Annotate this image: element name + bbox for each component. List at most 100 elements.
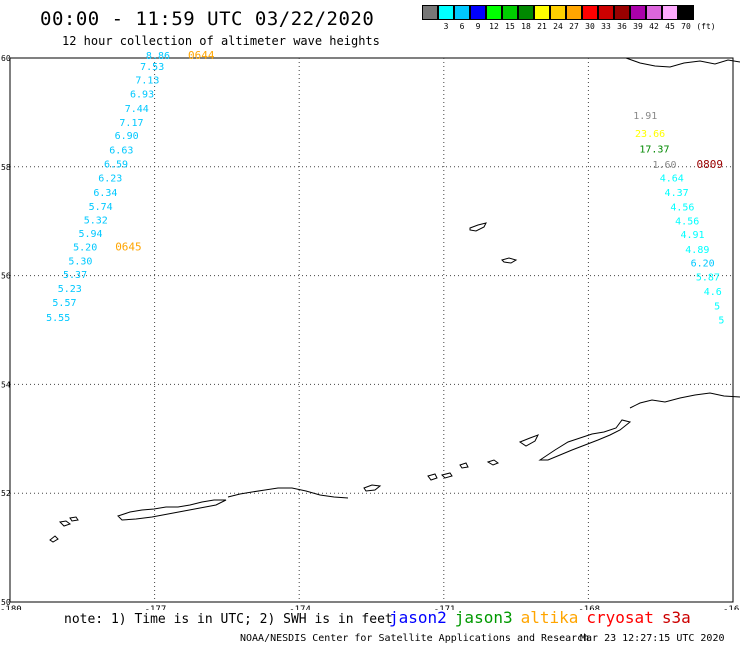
- swh-value: 5.32: [84, 215, 108, 226]
- swh-value: 4.89: [685, 245, 709, 256]
- unalaska-island: [538, 419, 632, 461]
- swh-value: 4.56: [675, 216, 699, 227]
- lon-tick-label: -171: [434, 605, 456, 610]
- lat-tick-label: 50: [1, 598, 11, 607]
- legend-label: 42: [649, 22, 659, 31]
- swh-value: 23.66: [635, 129, 665, 140]
- legend-label: 21: [537, 22, 547, 31]
- legend-label: 70: [681, 22, 691, 31]
- legend-swatch: [438, 5, 454, 20]
- coastline: [49, 57, 740, 543]
- legend-swatch: [614, 5, 630, 20]
- legend-swatch: [678, 5, 694, 20]
- islands-of-four-mountains: [459, 459, 500, 469]
- generation-timestamp: Mar 23 12:27:15 UTC 2020: [580, 633, 725, 644]
- legend-label: 45: [665, 22, 675, 31]
- legend-swatch: [502, 5, 518, 20]
- hall-island: [501, 257, 518, 264]
- legend-swatches: [422, 5, 718, 20]
- track-cryosat: 1.91 23.66 17.37 1.60 4.64 4.37 4.56 4.56 4.91 4.…: [633, 111, 724, 327]
- legend-swatch: [550, 5, 566, 20]
- lon-tick-label: -180: [0, 605, 22, 610]
- legend-swatch: [630, 5, 646, 20]
- swh-value: 5: [714, 301, 720, 312]
- legend-labels: 3 6 9 12 15 18 21 24 27 30 33 36 39 42 45 70 (ft): [422, 22, 718, 31]
- legend-swatch: [662, 5, 678, 20]
- legend-swatch: [422, 5, 438, 20]
- legend-label: 18: [521, 22, 531, 31]
- swh-value: 5.37: [63, 270, 87, 281]
- legend-label: 3: [443, 22, 449, 31]
- satellite-label-s3a: s3a: [661, 608, 691, 627]
- legend-label: 24: [553, 22, 563, 31]
- swh-value: 7.13: [135, 76, 159, 87]
- andreanof-islands: [363, 472, 453, 492]
- swh-value: 6.20: [691, 258, 715, 269]
- swh-value: 5.23: [58, 284, 82, 295]
- track-end-time: 0645: [115, 241, 142, 254]
- legend-swatch: [534, 5, 550, 20]
- swh-value: 5.87: [696, 272, 720, 283]
- satellite-label-jason3: jason3: [454, 608, 513, 627]
- lat-tick-label: 58: [1, 163, 11, 172]
- swh-value: 7.53: [140, 62, 164, 73]
- footer-note: note: 1) Time is in UTC; 2) SWH is in fe…: [64, 612, 393, 627]
- legend-label: 39: [633, 22, 643, 31]
- track-altika: 8.867.53 7.13 6.93 7.44 7.17 6.90 6.63 6.59 6.23…: [46, 50, 215, 324]
- swh-value: 6.93: [130, 90, 154, 101]
- swh-value: 5.94: [78, 229, 102, 240]
- swh-value: 5.55: [46, 313, 70, 324]
- lat-tick-label: 60: [1, 54, 11, 63]
- swh-value: 6.23: [98, 173, 122, 184]
- legend-label: 15: [505, 22, 515, 31]
- legend-label: [422, 22, 438, 31]
- lon-tick-label: -168: [578, 605, 600, 610]
- swh-value: 5.74: [89, 202, 113, 213]
- swh-value: 5.57: [52, 298, 76, 309]
- alaska-mainland-coast: [625, 57, 740, 68]
- umnak-island: [518, 434, 540, 447]
- lon-tick-label: -174: [289, 605, 311, 610]
- lat-tick-label: 56: [1, 272, 11, 281]
- lat-tick-label: 54: [1, 380, 11, 389]
- legend-swatch: [566, 5, 582, 20]
- page-subtitle: 12 hour collection of altimeter wave hei…: [62, 34, 380, 48]
- rat-islands: [117, 499, 227, 521]
- altimeter-tracks: 8.867.53 7.13 6.93 7.44 7.17 6.90 6.63 6.59 6.23…: [46, 50, 724, 326]
- swh-value: 4.37: [665, 188, 689, 199]
- wave-height-legend: 3 6 9 12 15 18 21 24 27 30 33 36 39 42 45 70 (ft): [422, 5, 718, 31]
- satellite-legend: jason2 jason3 altika cryosat s3a: [389, 608, 699, 627]
- swh-value: 6.34: [93, 188, 117, 199]
- swh-value: 4.6: [704, 287, 722, 298]
- swh-value: 5.20: [73, 243, 97, 254]
- legend-label: 12: [489, 22, 499, 31]
- map-border: [9, 57, 734, 603]
- swh-value: 1.91: [633, 111, 657, 122]
- swh-value: 6.59: [104, 159, 128, 170]
- legend-label: 36: [617, 22, 627, 31]
- legend-swatch: [454, 5, 470, 20]
- swh-value: 4.56: [670, 202, 694, 213]
- legend-swatch: [582, 5, 598, 20]
- page-title: 00:00 - 11:59 UTC 03/22/2020: [40, 8, 375, 30]
- st-matthew-island: [469, 222, 487, 232]
- rat-delarof-islands: [227, 487, 349, 499]
- unimak-island: [629, 392, 740, 409]
- altimeter-map: 8.867.53 7.13 6.93 7.44 7.17 6.90 6.63 6.59 6.23…: [0, 50, 740, 610]
- swh-value: 1.60: [653, 160, 677, 171]
- legend-label: 6: [459, 22, 465, 31]
- swh-value: 5: [718, 315, 724, 326]
- swh-value: 8.86: [146, 51, 170, 62]
- map-grid: [9, 57, 734, 603]
- lon-tick-label: -16: [723, 605, 739, 610]
- credit-text: NOAA/NESDIS Center for Satellite Applica…: [240, 633, 590, 644]
- swh-value: 4.64: [660, 173, 684, 184]
- legend-swatch: [646, 5, 662, 20]
- near-islands: [49, 516, 79, 543]
- satellite-label-altika: altika: [520, 608, 579, 627]
- legend-label: 27: [569, 22, 579, 31]
- swh-value: 5.30: [68, 257, 92, 268]
- swh-value: 6.63: [109, 146, 133, 157]
- legend-swatch: [470, 5, 486, 20]
- satellite-label-cryosat: cryosat: [586, 608, 654, 627]
